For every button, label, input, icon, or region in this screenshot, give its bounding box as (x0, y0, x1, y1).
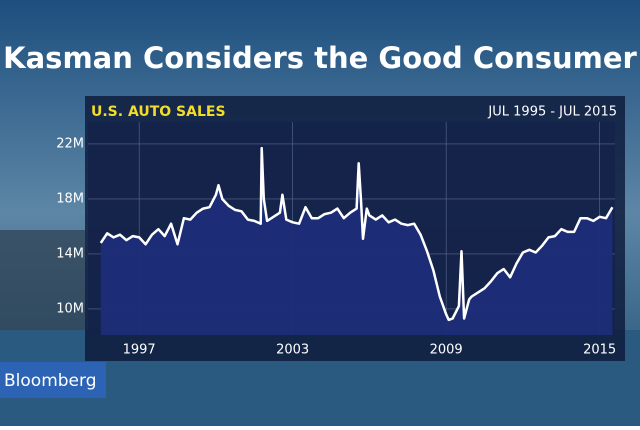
y-tick-label: 14M (56, 246, 84, 261)
x-tick-label: 2015 (583, 343, 616, 358)
x-tick-label: 2009 (430, 343, 463, 358)
chart-subtitle: JUL 1995 - JUL 2015 (487, 105, 617, 120)
logo-box (0, 362, 106, 398)
city-silhouette (0, 230, 85, 330)
x-tick-label: 1997 (123, 343, 156, 358)
logo: Bloomberg (4, 371, 96, 391)
line (99, 146, 614, 322)
y-tick-label: 18M (56, 191, 84, 206)
chart-title: U.S. AUTO SALES (91, 104, 226, 120)
plot: 10M 14M 18M 22M 1997 2003 2009 2015 (56, 122, 616, 358)
area-fill (100, 148, 613, 335)
headline: Kasman Considers the Good Consumer (3, 41, 637, 75)
y-tick-label: 10M (56, 301, 84, 316)
x-tick-label: 2003 (276, 343, 309, 358)
y-tick-label: 22M (56, 136, 84, 151)
